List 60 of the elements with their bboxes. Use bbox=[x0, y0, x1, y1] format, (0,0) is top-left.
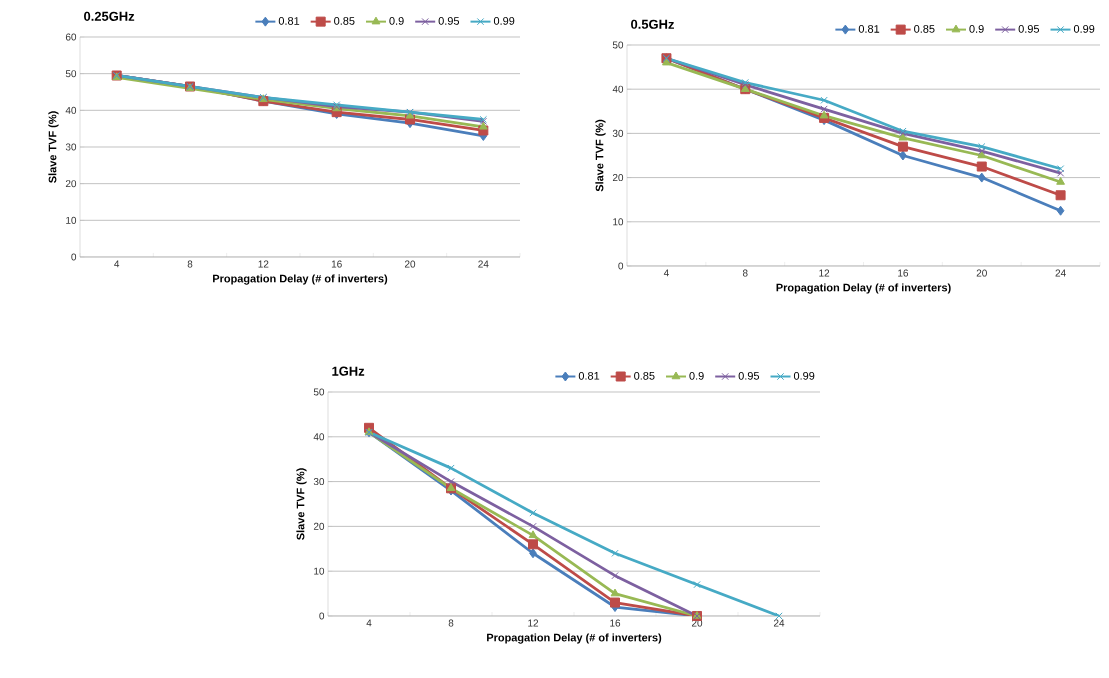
chart-title: 1GHz bbox=[332, 366, 365, 376]
y-tick-label: 30 bbox=[65, 143, 77, 151]
legend-label: 0.99 bbox=[1073, 25, 1095, 33]
y-tick-label: 40 bbox=[65, 106, 77, 114]
x-tick-label: 4 bbox=[114, 260, 120, 268]
x-tick-label: 24 bbox=[1055, 269, 1066, 277]
y-axis-title: Slave TVF (%) bbox=[48, 111, 59, 183]
x-tick-label: 4 bbox=[366, 619, 372, 627]
y-tick-label: 20 bbox=[313, 522, 325, 530]
y-tick-label: 0 bbox=[71, 253, 77, 261]
x-axis-title: Propagation Delay (# of inverters) bbox=[213, 274, 388, 285]
y-tick-label: 40 bbox=[612, 85, 624, 93]
y-tick-label: 10 bbox=[613, 218, 624, 226]
x-tick-label: 24 bbox=[478, 260, 489, 268]
x-tick-label: 16 bbox=[331, 260, 342, 268]
y-tick-label: 20 bbox=[65, 180, 77, 188]
x-tick-label: 20 bbox=[976, 269, 987, 277]
y-tick-label: 50 bbox=[612, 41, 624, 49]
legend-label: 0.85 bbox=[914, 25, 935, 33]
legend-label: 0.81 bbox=[858, 25, 880, 33]
x-tick-label: 8 bbox=[448, 619, 454, 627]
legend-label: 0.95 bbox=[738, 371, 760, 380]
chart-title: 0.25GHz bbox=[84, 11, 135, 21]
y-tick-label: 60 bbox=[65, 33, 77, 41]
x-tick-label: 4 bbox=[663, 269, 669, 277]
x-axis-title: Propagation Delay (# of inverters) bbox=[487, 633, 662, 644]
x-tick-label: 12 bbox=[258, 260, 269, 268]
y-tick-label: 0 bbox=[319, 612, 325, 620]
x-tick-label: 8 bbox=[742, 269, 748, 277]
x-tick-label: 20 bbox=[404, 260, 416, 268]
legend-label: 0.81 bbox=[578, 371, 600, 380]
legend-label: 0.95 bbox=[438, 17, 460, 25]
y-axis-title: Slave TVF (%) bbox=[296, 468, 307, 540]
chart-title: 0.5GHz bbox=[631, 19, 674, 29]
legend-label: 0.9 bbox=[969, 25, 984, 33]
x-tick-label: 16 bbox=[898, 269, 909, 277]
x-tick-label: 8 bbox=[187, 260, 193, 268]
y-axis-title: Slave TVF (%) bbox=[595, 119, 606, 192]
y-tick-label: 50 bbox=[313, 388, 325, 396]
legend-label: 0.85 bbox=[634, 371, 655, 380]
y-tick-label: 20 bbox=[612, 174, 624, 182]
legend-label: 0.9 bbox=[389, 17, 404, 25]
legend-label: 0.9 bbox=[689, 371, 704, 380]
x-tick-label: 12 bbox=[819, 269, 830, 277]
y-tick-label: 10 bbox=[66, 216, 77, 224]
x-axis-title: Propagation Delay (# of inverters) bbox=[776, 283, 951, 294]
y-tick-label: 30 bbox=[313, 478, 325, 486]
y-tick-label: 0 bbox=[618, 262, 624, 270]
legend-label: 0.85 bbox=[334, 17, 355, 25]
legend-label: 0.99 bbox=[493, 17, 515, 25]
y-tick-label: 10 bbox=[314, 567, 325, 575]
y-tick-label: 50 bbox=[65, 70, 77, 78]
x-tick-label: 12 bbox=[528, 619, 539, 627]
y-tick-label: 30 bbox=[612, 129, 624, 137]
x-tick-label: 24 bbox=[773, 619, 785, 627]
legend-label: 0.95 bbox=[1018, 25, 1040, 33]
legend-label: 0.81 bbox=[278, 17, 300, 25]
x-tick-label: 16 bbox=[610, 619, 621, 627]
legend-label: 0.99 bbox=[793, 371, 815, 380]
y-tick-label: 40 bbox=[313, 433, 325, 441]
